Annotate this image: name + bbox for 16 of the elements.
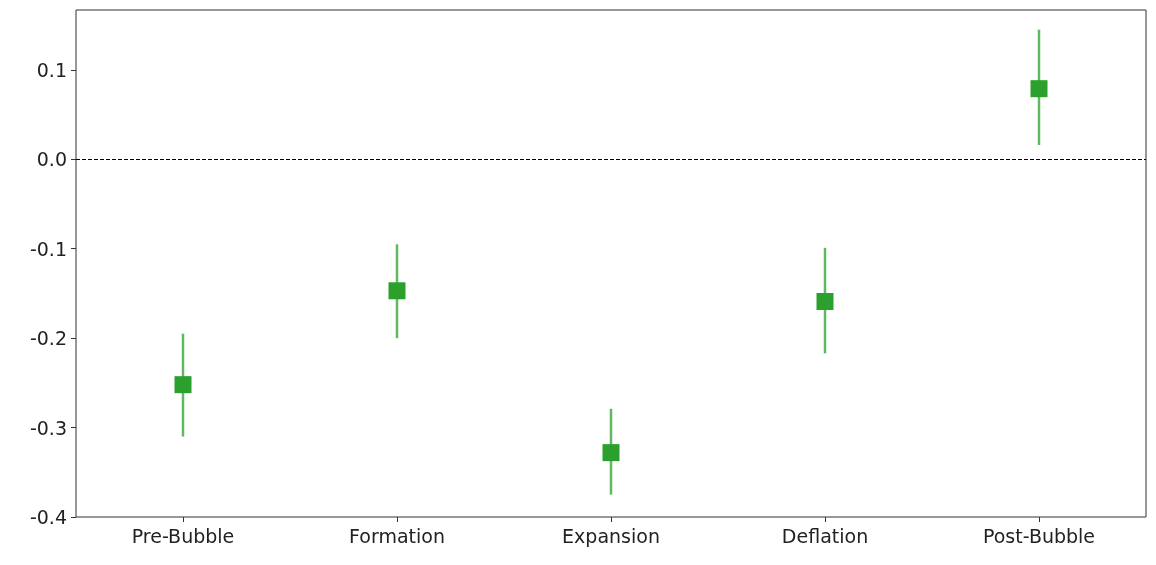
x-tick-label: Post-Bubble (982, 524, 1096, 547)
y-tick-label: 0.0 (36, 148, 67, 171)
y-tick-label: -0.2 (29, 327, 67, 350)
point (816, 293, 834, 310)
y-tick-label: 0.1 (36, 58, 67, 81)
point (388, 282, 406, 300)
y-tick-label: -0.4 (29, 506, 67, 528)
x-tick-label: Pre-Bubble (131, 524, 235, 547)
x-tick-label: Expansion (562, 524, 660, 547)
y-tick-label: -0.1 (29, 237, 67, 260)
point (174, 376, 192, 394)
point (602, 444, 620, 462)
point (1030, 80, 1048, 98)
y-tick-label: -0.3 (29, 416, 67, 439)
x-tick-label: Formation (349, 524, 445, 547)
x-tick-label: Deflation (781, 524, 869, 547)
